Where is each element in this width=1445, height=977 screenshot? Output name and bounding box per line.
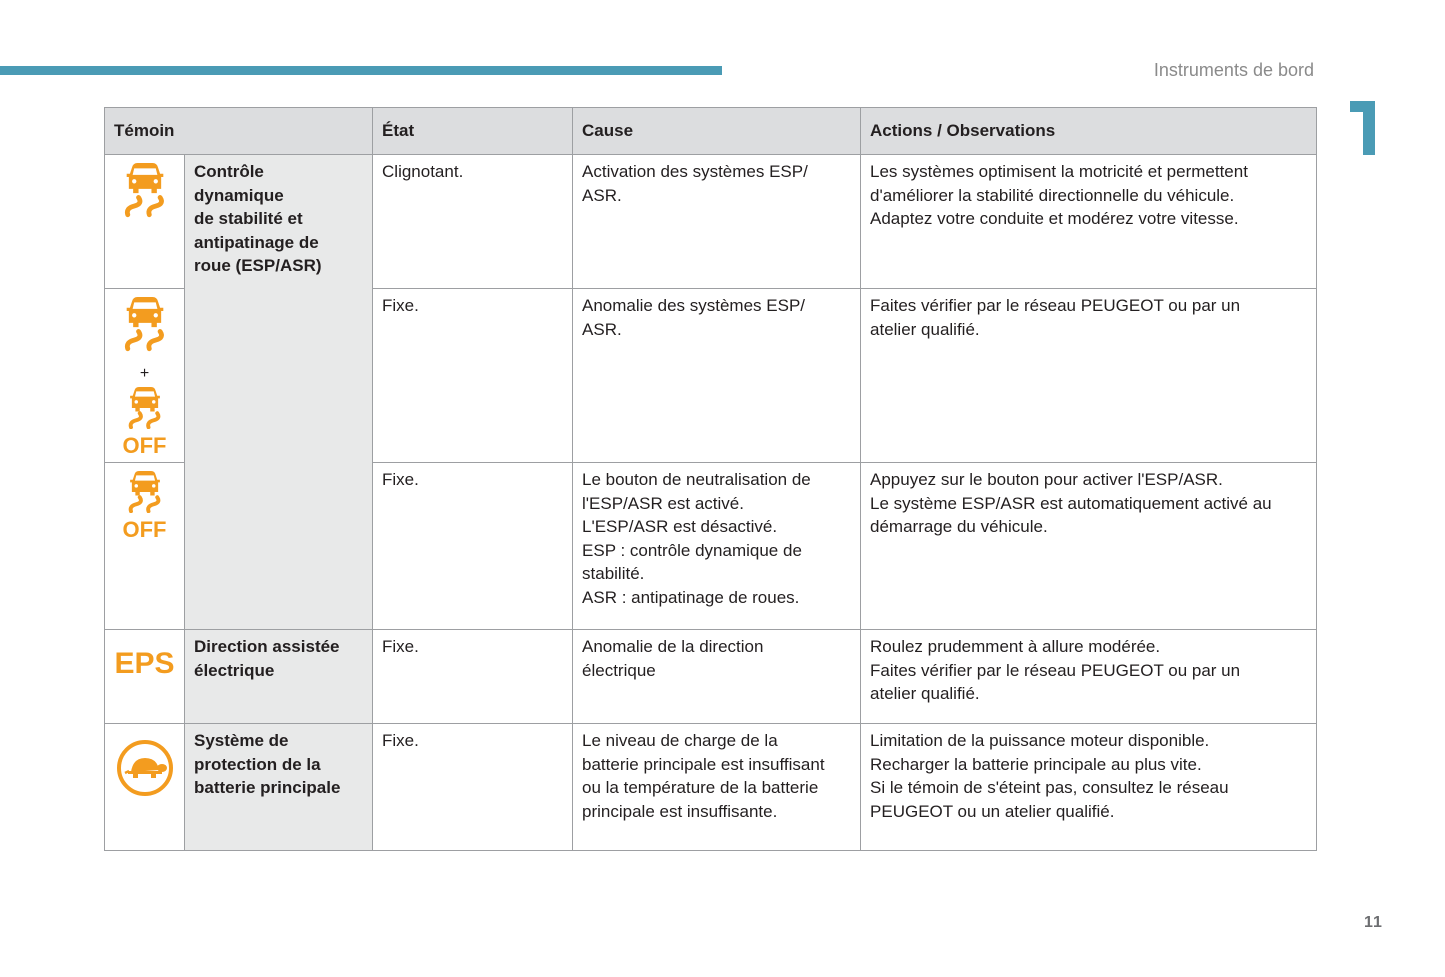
indicator-name: Système de protection de la batterie pri… — [183, 723, 374, 851]
cause-line: électrique — [582, 660, 656, 680]
action-line: Les systèmes optimisent la motricité et … — [870, 162, 1248, 181]
name-line: antipatinage de — [194, 232, 319, 252]
state-cell: Fixe. — [372, 462, 574, 630]
actions-cell: Limitation de la puissance moteur dispon… — [860, 723, 1318, 851]
name-line: Système de — [194, 731, 289, 750]
cause-line: ASR. — [582, 185, 622, 205]
esp-off-label: OFF — [122, 516, 167, 542]
table-row: + OFF Fixe. Anomalie des systèmes ESP/ A… — [104, 288, 1318, 463]
name-line: protection de la — [194, 754, 321, 774]
name-line: roue (ESP/ASR) — [194, 256, 322, 276]
page-number: 11 — [1364, 914, 1383, 931]
state-cell: Fixe. — [372, 723, 574, 851]
warning-lights-table: Témoin État Cause Actions / Observations… — [103, 107, 1318, 851]
action-line: Roulez prudemment à allure modérée. — [870, 637, 1161, 656]
cause-line: ASR : antipatinage de roues. — [582, 587, 800, 607]
state-cell: Fixe. — [372, 288, 574, 463]
icon-cell — [104, 723, 185, 851]
action-line: Appuyez sur le bouton pour activer l'ESP… — [870, 470, 1223, 489]
esp-skid-icon — [120, 163, 170, 219]
cause-line: ou la température de la batterie — [582, 778, 819, 798]
icon-cell: OFF — [104, 462, 185, 630]
actions-cell: Roulez prudemment à allure modérée. Fait… — [860, 629, 1318, 724]
table-header-row: Témoin État Cause Actions / Observations — [103, 107, 1318, 155]
action-line: Recharger la batterie principale au plus… — [870, 754, 1202, 774]
table-row: EPS Direction assistée électrique Fixe. … — [104, 629, 1318, 724]
cause-line: stabilité. — [582, 564, 645, 584]
state-cell: Fixe. — [372, 629, 574, 724]
cause-line: Anomalie de la direction — [582, 637, 764, 656]
name-line: batterie principale — [194, 778, 341, 798]
table-row: Contrôle dynamique de stabilité et antip… — [104, 154, 1318, 630]
column-header-etat: État — [372, 107, 574, 155]
actions-cell: Faites vérifier par le réseau PEUGEOT ou… — [860, 288, 1318, 463]
column-header-actions: Actions / Observations — [860, 107, 1318, 155]
action-line: PEUGEOT ou un atelier qualifié. — [870, 801, 1115, 821]
cause-cell: Le bouton de neutralisation de l'ESP/ASR… — [572, 462, 862, 630]
esp-off-car-icon — [128, 387, 160, 430]
cause-line: ESP : contrôle dynamique de — [582, 540, 802, 560]
indicator-name: Contrôle dynamique de stabilité et antip… — [183, 154, 374, 630]
cause-line: ASR. — [582, 319, 622, 339]
cause-line: l'ESP/ASR est activé. — [582, 493, 744, 513]
indicator-name: Direction assistée électrique — [183, 629, 374, 724]
action-line: démarrage du véhicule. — [870, 517, 1048, 537]
column-header-cause: Cause — [572, 107, 862, 155]
action-line: Faites vérifier par le réseau PEUGEOT ou… — [870, 296, 1241, 315]
state-cell: Clignotant. — [372, 154, 574, 289]
action-line: Adaptez votre conduite et modérez votre … — [870, 209, 1239, 229]
action-line: Le système ESP/ASR est automatiquement a… — [870, 493, 1272, 513]
action-line: Faites vérifier par le réseau PEUGEOT ou… — [870, 660, 1241, 680]
action-line: atelier qualifié. — [870, 684, 980, 704]
cause-line: Le niveau de charge de la — [582, 731, 778, 750]
column-header-temoin: Témoin — [103, 107, 374, 155]
table-row: OFF Fixe. Le bouton de neutralisation de… — [104, 462, 1318, 630]
eps-icon: EPS — [114, 647, 175, 680]
table-row: Système de protection de la batterie pri… — [104, 723, 1318, 851]
cause-line: batterie principale est insuffisant — [582, 754, 825, 774]
esp-skid-icon — [120, 297, 170, 353]
plus-sign: + — [139, 364, 150, 382]
action-line: d'améliorer la stabilité directionnelle … — [870, 185, 1235, 205]
section-title: Instruments de bord — [1153, 60, 1314, 80]
cause-cell: Anomalie des systèmes ESP/ ASR. — [572, 288, 862, 463]
header-accent-bar — [0, 66, 722, 75]
name-line: Direction assistée — [194, 637, 340, 656]
actions-cell: Appuyez sur le bouton pour activer l'ESP… — [860, 462, 1318, 630]
turtle-icon — [116, 740, 173, 796]
icon-cell: EPS — [104, 629, 185, 724]
esp-off-car-icon — [128, 471, 160, 514]
cause-cell: Activation des systèmes ESP/ ASR. — [572, 154, 862, 289]
chapter-number-1 — [1350, 101, 1375, 155]
icon-cell — [104, 154, 185, 289]
action-line: Si le témoin de s'éteint pas, consultez … — [870, 778, 1229, 798]
cause-line: Le bouton de neutralisation de — [582, 470, 811, 489]
cause-line: principale est insuffisante. — [582, 801, 778, 821]
cause-cell: Anomalie de la direction électrique — [572, 629, 862, 724]
action-line: atelier qualifié. — [870, 319, 980, 339]
cause-line: Anomalie des systèmes ESP/ — [582, 296, 805, 315]
name-line: de stabilité et — [194, 209, 303, 229]
cause-line: Activation des systèmes ESP/ — [582, 162, 808, 181]
esp-off-label: OFF — [122, 432, 167, 458]
action-line: Limitation de la puissance moteur dispon… — [870, 731, 1210, 750]
name-line: dynamique — [194, 185, 284, 205]
cause-cell: Le niveau de charge de la batterie princ… — [572, 723, 862, 851]
name-line: électrique — [194, 660, 275, 680]
icon-cell: + OFF — [104, 288, 185, 463]
actions-cell: Les systèmes optimisent la motricité et … — [860, 154, 1318, 289]
cause-line: L'ESP/ASR est désactivé. — [582, 517, 778, 537]
name-line: Contrôle — [194, 162, 264, 181]
